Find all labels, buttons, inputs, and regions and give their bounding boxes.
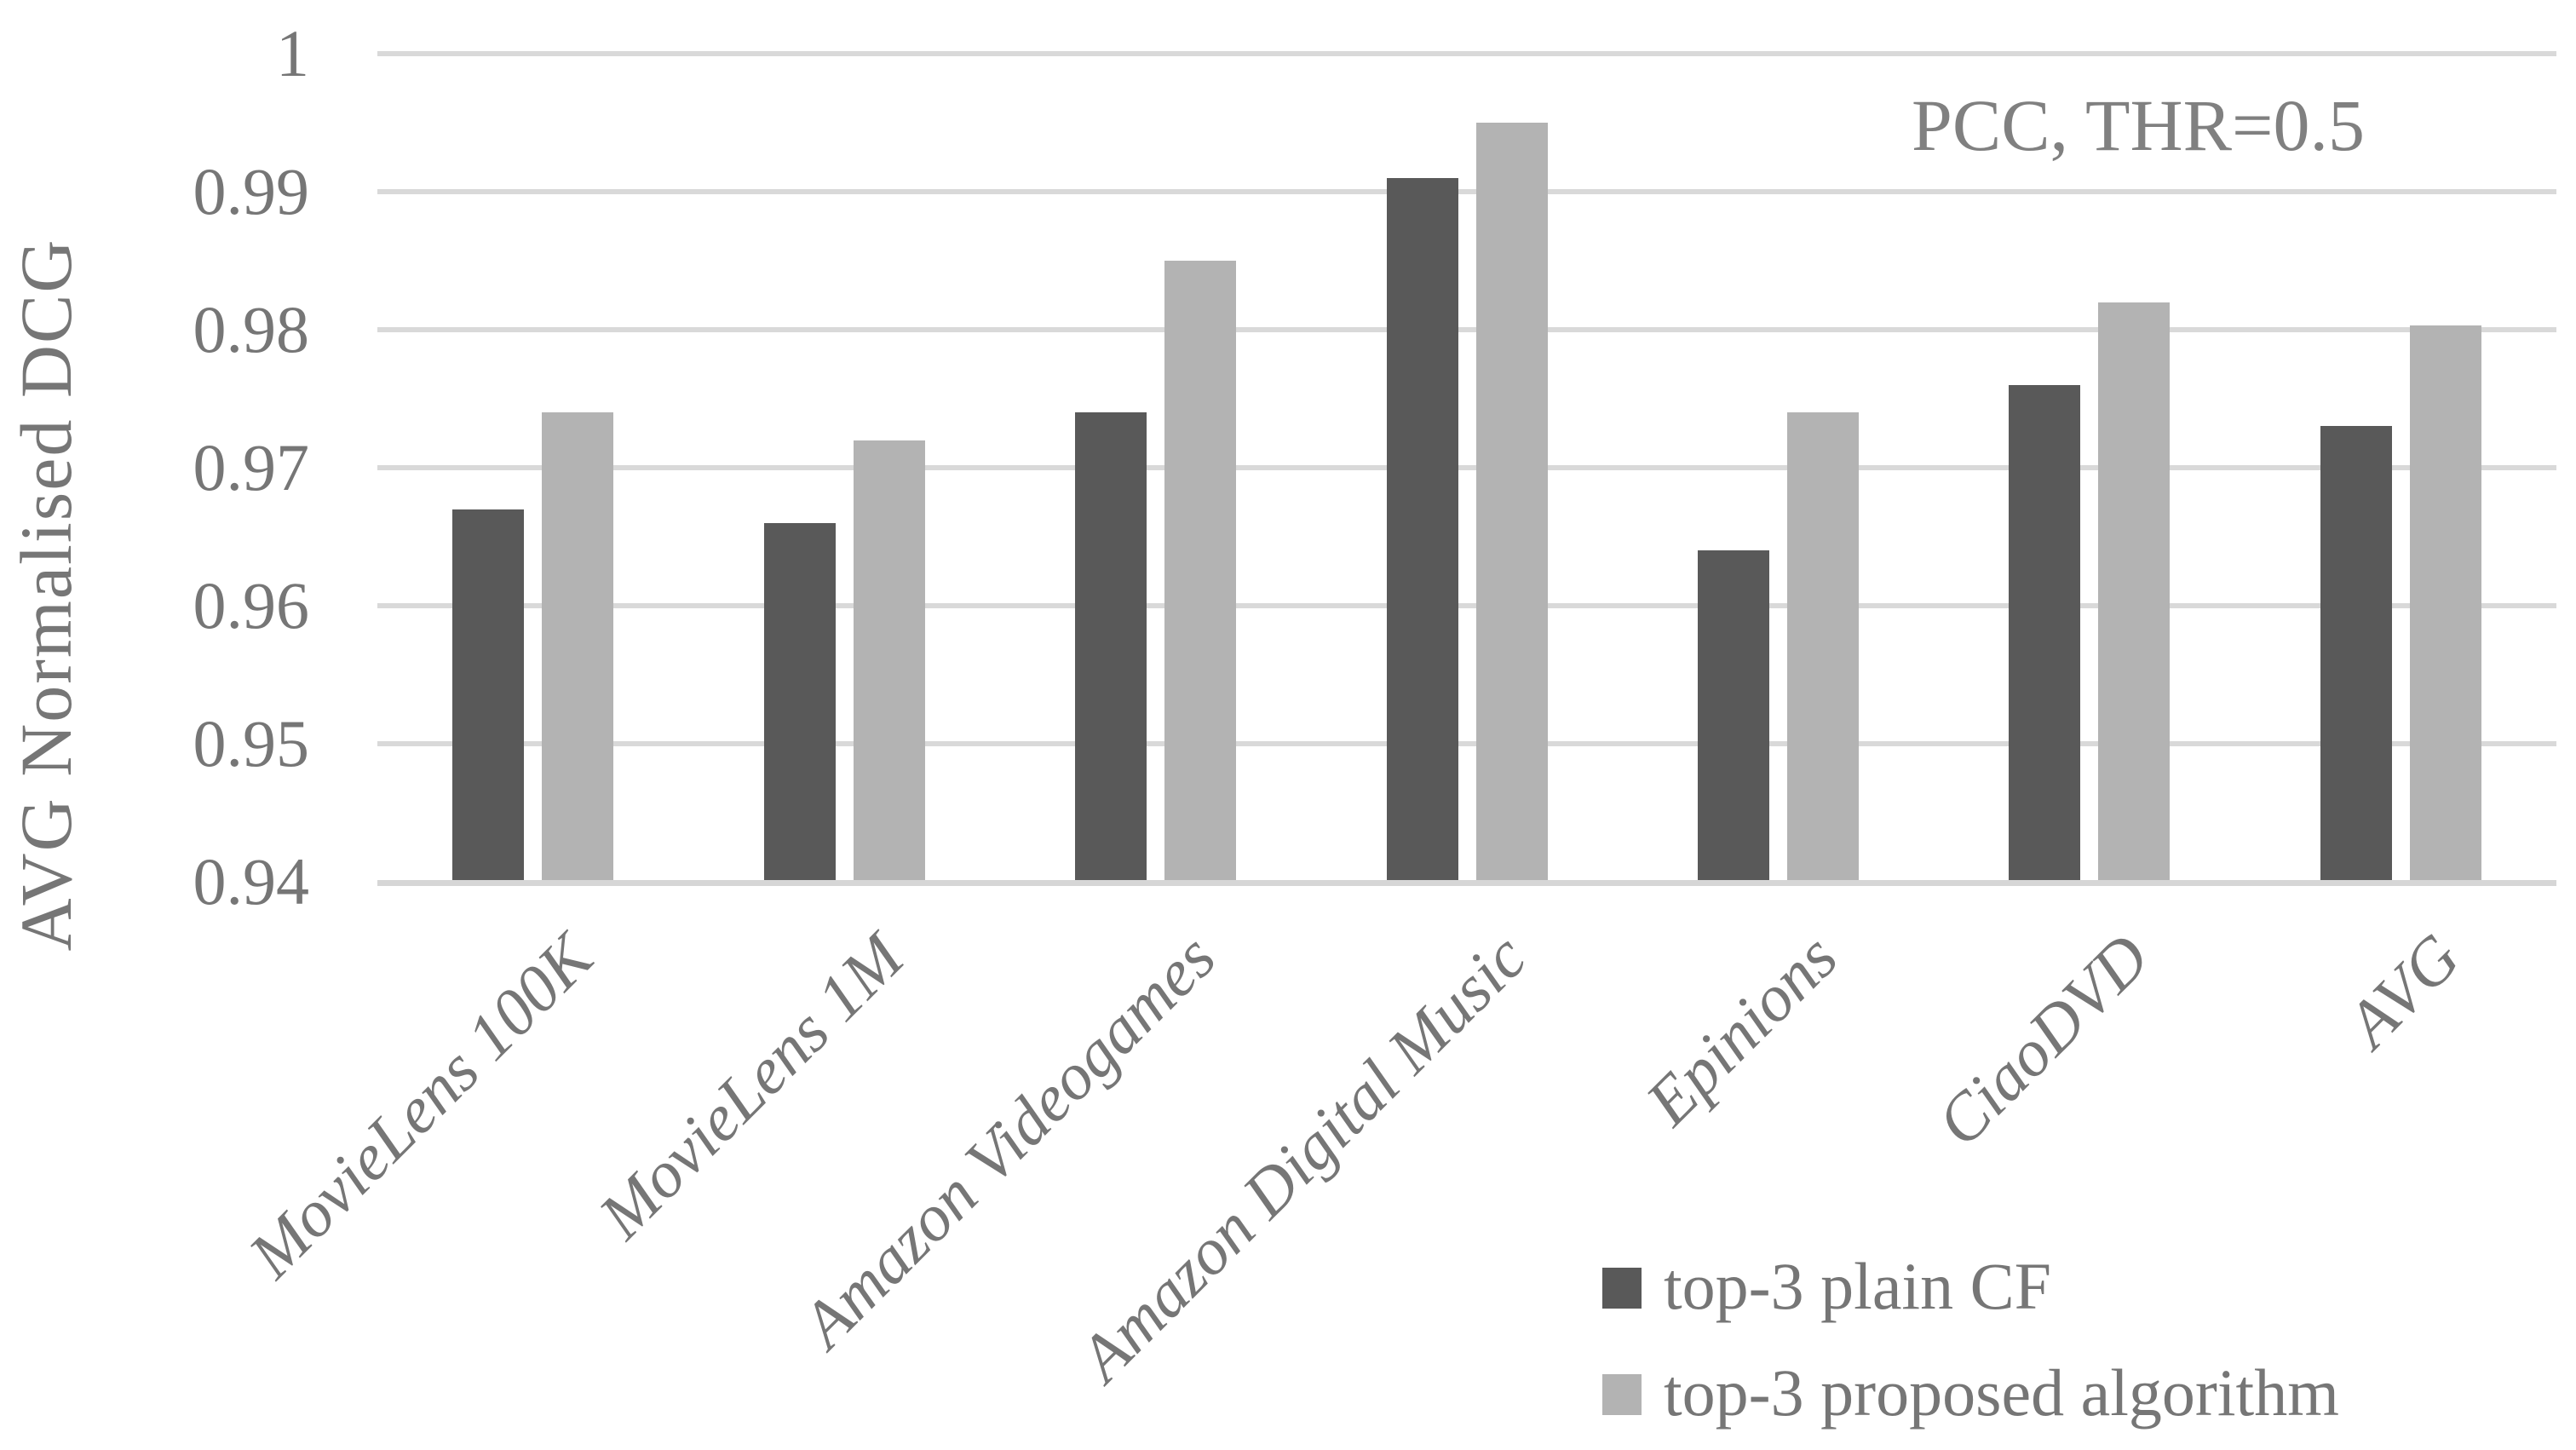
gridline-1 bbox=[377, 51, 2556, 56]
legend-swatch-top-3-proposed-algorithm bbox=[1602, 1374, 1642, 1415]
gridline-0-99 bbox=[377, 189, 2556, 194]
bar-top-3-plain-cf-avg bbox=[2320, 426, 2392, 880]
gridline-0-94 bbox=[377, 880, 2556, 886]
chart-annotation: PCC, THR=0.5 bbox=[1912, 84, 2365, 166]
legend-swatch-top-3-plain-cf bbox=[1602, 1268, 1642, 1309]
y-tick-label-1: 1 bbox=[276, 16, 309, 90]
bar-top-3-proposed-algorithm-amazon-digital-music bbox=[1476, 123, 1548, 880]
gridline-0-96 bbox=[377, 603, 2556, 608]
bar-top-3-proposed-algorithm-movielens-1m bbox=[854, 440, 925, 880]
bar-top-3-proposed-algorithm-amazon-videogames bbox=[1164, 261, 1236, 880]
gridline-0-98 bbox=[377, 327, 2556, 332]
bar-top-3-plain-cf-epinions bbox=[1698, 550, 1769, 880]
legend-label-top-3-plain-cf: top-3 plain CF bbox=[1664, 1249, 2052, 1323]
y-tick-label-0-97: 0.97 bbox=[193, 430, 310, 504]
y-tick-label-0-98: 0.98 bbox=[193, 292, 310, 366]
bar-top-3-proposed-algorithm-ciaodvd bbox=[2098, 302, 2170, 880]
bar-top-3-proposed-algorithm-movielens-100k bbox=[542, 412, 613, 880]
bar-top-3-plain-cf-movielens-100k bbox=[452, 509, 524, 880]
y-axis-title: AVG Normalised DCG bbox=[5, 238, 87, 952]
y-tick-label-0-95: 0.95 bbox=[193, 706, 310, 780]
bar-top-3-plain-cf-movielens-1m bbox=[764, 523, 836, 880]
bar-top-3-plain-cf-amazon-videogames bbox=[1075, 412, 1147, 880]
bar-top-3-plain-cf-ciaodvd bbox=[2009, 385, 2080, 880]
bar-top-3-plain-cf-amazon-digital-music bbox=[1387, 178, 1458, 880]
bar-top-3-proposed-algorithm-avg bbox=[2410, 325, 2481, 880]
y-tick-label-0-99: 0.99 bbox=[193, 154, 310, 228]
gridline-0-95 bbox=[377, 741, 2556, 746]
y-tick-label-0-96: 0.96 bbox=[193, 568, 310, 642]
gridline-0-97 bbox=[377, 465, 2556, 470]
legend-label-top-3-proposed-algorithm: top-3 proposed algorithm bbox=[1664, 1355, 2339, 1430]
bar-top-3-proposed-algorithm-epinions bbox=[1787, 412, 1859, 880]
y-tick-label-0-94: 0.94 bbox=[193, 844, 310, 918]
